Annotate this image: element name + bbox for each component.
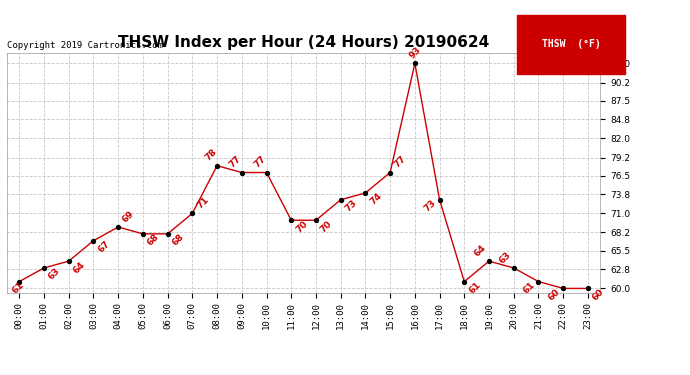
Text: 93: 93 — [408, 45, 423, 61]
Point — [335, 197, 346, 203]
Point — [484, 258, 495, 264]
Point — [310, 217, 322, 223]
Text: 74: 74 — [368, 192, 384, 207]
Text: THSW  (°F): THSW (°F) — [542, 39, 600, 49]
Point — [88, 238, 99, 244]
Point — [459, 279, 470, 285]
Text: 71: 71 — [195, 195, 210, 211]
Point — [533, 279, 544, 285]
Text: 78: 78 — [203, 148, 219, 163]
Point — [236, 170, 247, 176]
Point — [63, 258, 75, 264]
Point — [14, 279, 25, 285]
Text: Copyright 2019 Cartronics.com: Copyright 2019 Cartronics.com — [7, 41, 163, 50]
Point — [261, 170, 272, 176]
Text: 70: 70 — [294, 219, 309, 234]
Text: 61: 61 — [11, 280, 26, 296]
Text: 63: 63 — [497, 250, 512, 265]
Text: 73: 73 — [423, 198, 438, 214]
Text: 68: 68 — [170, 232, 186, 248]
Point — [162, 231, 173, 237]
Text: 61: 61 — [467, 280, 482, 296]
Text: 67: 67 — [96, 239, 112, 255]
Text: 73: 73 — [344, 198, 359, 214]
Text: 64: 64 — [473, 243, 488, 258]
Text: 77: 77 — [228, 154, 244, 170]
Point — [384, 170, 395, 176]
Text: 77: 77 — [253, 154, 268, 170]
Text: 64: 64 — [72, 260, 87, 275]
Point — [187, 210, 198, 216]
Text: 68: 68 — [146, 232, 161, 248]
Point — [434, 197, 445, 203]
Point — [360, 190, 371, 196]
Text: 70: 70 — [319, 219, 334, 234]
Point — [509, 265, 520, 271]
Text: 60: 60 — [591, 287, 606, 302]
Point — [582, 285, 593, 291]
Point — [137, 231, 148, 237]
Point — [558, 285, 569, 291]
Point — [409, 60, 420, 66]
Title: THSW Index per Hour (24 Hours) 20190624: THSW Index per Hour (24 Hours) 20190624 — [118, 35, 489, 50]
Text: 69: 69 — [121, 209, 136, 224]
Text: 63: 63 — [47, 267, 62, 282]
Text: 61: 61 — [522, 280, 537, 296]
Text: 77: 77 — [393, 154, 408, 170]
Point — [112, 224, 124, 230]
Text: 60: 60 — [546, 287, 562, 302]
Point — [286, 217, 297, 223]
Point — [212, 163, 223, 169]
Point — [39, 265, 50, 271]
